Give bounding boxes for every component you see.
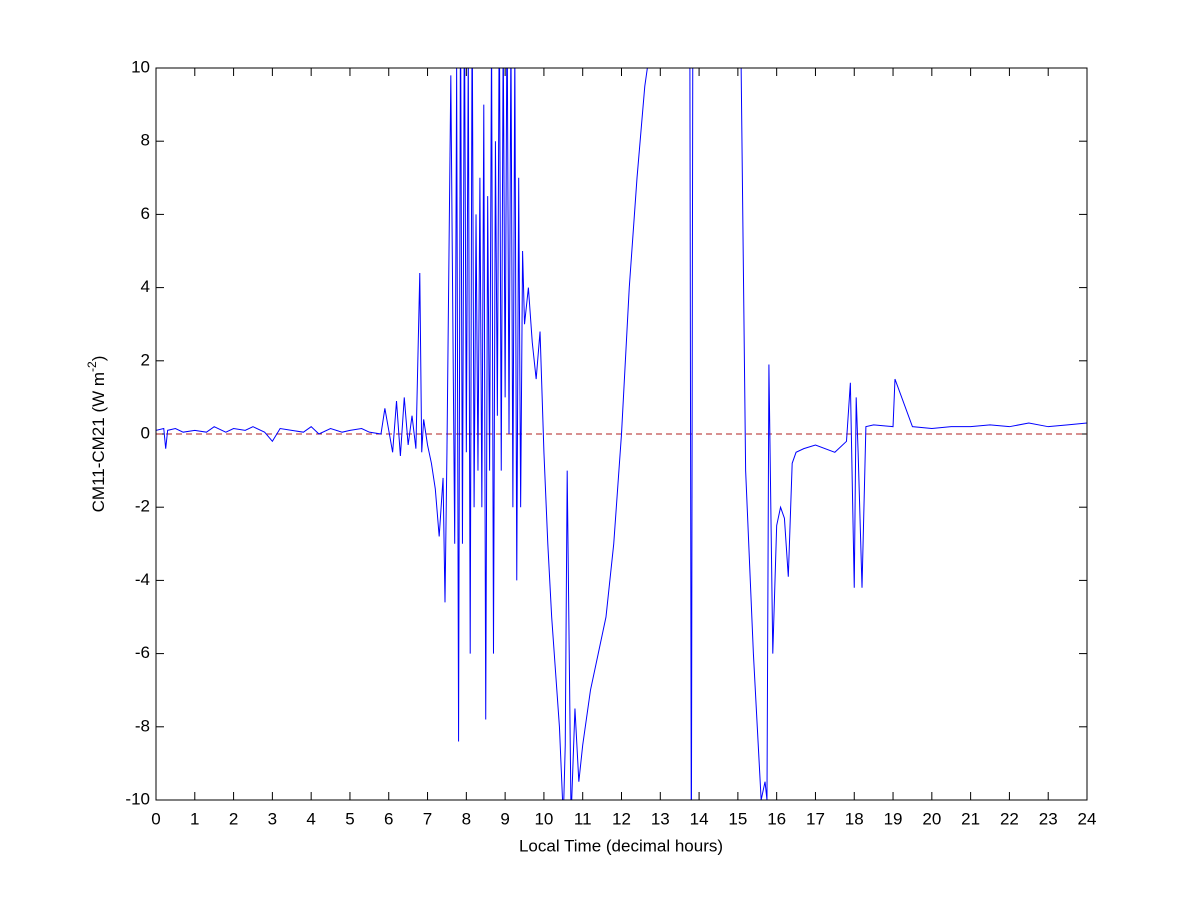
y-tick-label: 10 xyxy=(131,57,150,76)
y-tick-label: -8 xyxy=(135,716,150,735)
x-tick-label: 6 xyxy=(384,809,393,828)
x-tick-label: 14 xyxy=(690,809,709,828)
x-tick-label: 13 xyxy=(651,809,670,828)
x-tick-label: 12 xyxy=(612,809,631,828)
y-label-sup: -2 xyxy=(85,361,99,372)
axes-box xyxy=(155,67,1088,801)
x-tick-label: 9 xyxy=(500,809,509,828)
y-label-main: CM11-CM21 (W m xyxy=(89,372,108,512)
x-tick-label: 10 xyxy=(534,809,553,828)
x-tick-label: 5 xyxy=(345,809,354,828)
y-tick-label: 2 xyxy=(141,350,150,369)
y-tick-label: -6 xyxy=(135,643,150,662)
plot-content xyxy=(156,68,1087,800)
x-tick-label: 22 xyxy=(1000,809,1019,828)
x-tick-label: 8 xyxy=(462,809,471,828)
y-tick-label: -2 xyxy=(135,497,150,516)
x-tick-label: 24 xyxy=(1078,809,1097,828)
y-tick-label: 6 xyxy=(141,204,150,223)
x-tick-label: 16 xyxy=(767,809,786,828)
y-label-tail: ) xyxy=(89,356,108,362)
y-tick-label: 4 xyxy=(141,277,150,296)
data-line xyxy=(156,68,1087,800)
x-tick-label: 7 xyxy=(423,809,432,828)
y-tick-label: -4 xyxy=(135,570,150,589)
x-tick-label: 4 xyxy=(306,809,315,828)
x-tick-label: 1 xyxy=(190,809,199,828)
x-tick-label: 2 xyxy=(229,809,238,828)
x-tick-label: 11 xyxy=(574,809,592,828)
x-tick-label: 23 xyxy=(1039,809,1058,828)
x-tick-label: 21 xyxy=(961,809,980,828)
x-tick-label: 19 xyxy=(884,809,903,828)
x-tick-label: 0 xyxy=(151,809,160,828)
y-axis-label: CM11-CM21 (W m-2) xyxy=(85,356,108,513)
y-tick-label: 0 xyxy=(141,423,150,442)
y-tick-label: -10 xyxy=(125,789,150,808)
x-tick-label: 17 xyxy=(806,809,825,828)
x-tick-label: 3 xyxy=(268,809,277,828)
x-tick-label: 15 xyxy=(728,809,747,828)
x-axis-label: Local Time (decimal hours) xyxy=(519,836,723,855)
y-tick-label: 8 xyxy=(141,131,150,150)
x-tick-label: 18 xyxy=(845,809,864,828)
x-tick-label: 20 xyxy=(922,809,941,828)
